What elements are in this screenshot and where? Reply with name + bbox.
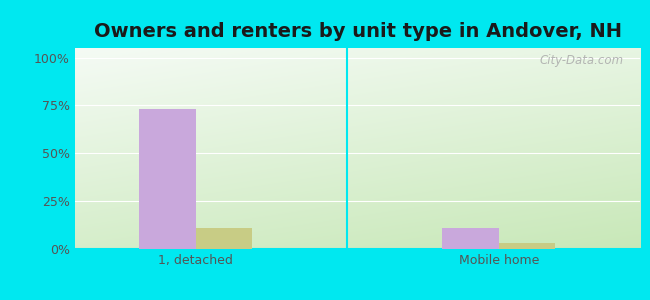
- Bar: [139, 109, 196, 249]
- Bar: [196, 228, 252, 249]
- Text: City-Data.com: City-Data.com: [539, 54, 623, 67]
- Bar: [499, 243, 555, 249]
- Bar: [442, 228, 499, 249]
- Title: Owners and renters by unit type in Andover, NH: Owners and renters by unit type in Andov…: [94, 22, 621, 41]
